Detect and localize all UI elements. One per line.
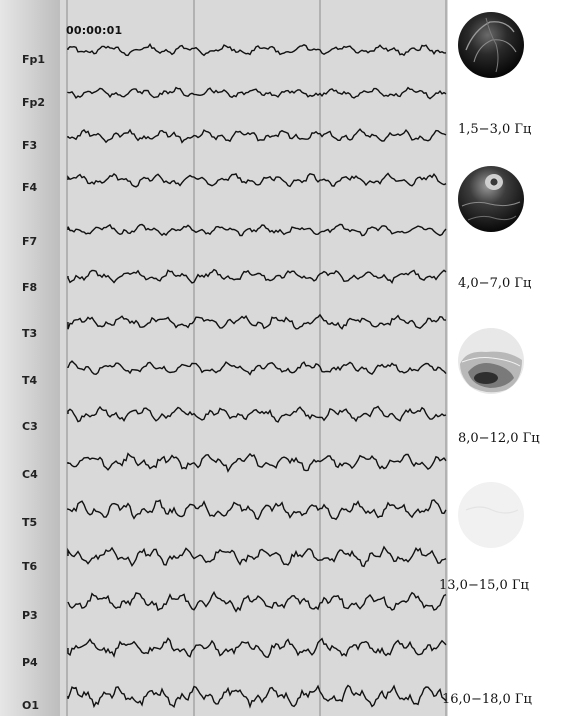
topomap-alpha xyxy=(458,328,524,394)
eeg-trace-c3 xyxy=(67,405,447,423)
band-label-delta: 1,5−3,0 Гц xyxy=(458,122,532,137)
channel-label-f4: F4 xyxy=(22,181,38,194)
channel-label-t5: T5 xyxy=(22,516,38,529)
eeg-trace-p4 xyxy=(67,637,447,658)
band-label-alpha: 8,0−12,0 Гц xyxy=(458,431,540,446)
eeg-trace-f3 xyxy=(67,128,447,144)
channel-label-p4: P4 xyxy=(22,656,38,669)
eeg-trace-fp2 xyxy=(67,86,447,100)
eeg-trace-t6 xyxy=(67,545,447,568)
eeg-trace-fp1 xyxy=(67,42,446,57)
channel-label-t3: T3 xyxy=(22,327,38,340)
channel-label-fp1: Fp1 xyxy=(22,53,46,66)
topomap-beta1 xyxy=(458,482,524,548)
eeg-trace-p3 xyxy=(67,590,447,613)
eeg-trace-c4 xyxy=(67,452,447,473)
channel-label-c3: C3 xyxy=(22,420,38,433)
channel-label-f7: F7 xyxy=(22,235,38,248)
eeg-trace-t3 xyxy=(67,313,447,330)
topomap-delta xyxy=(458,12,524,78)
topography-panel: 1,5−3,0 Гц 4,0−7,0 Гц 8,0−12,0 Гц 13,0−1… xyxy=(439,0,566,716)
eeg-trace-t4 xyxy=(67,360,447,376)
channel-label-t6: T6 xyxy=(22,560,38,573)
eeg-trace-t5 xyxy=(67,499,447,521)
channel-label-c4: C4 xyxy=(22,468,38,481)
channel-label-t4: T4 xyxy=(22,374,38,387)
eeg-trace-f4 xyxy=(67,172,447,188)
band-label-beta2: 16,0−18,0 Гц xyxy=(442,692,532,707)
channel-label-p3: P3 xyxy=(22,609,38,622)
eeg-trace-panel: Fp1 Fp2 F3 F4 F7 F8 T3 T4 C3 C4 T5 T6 P3… xyxy=(0,0,448,716)
eeg-trace-f8 xyxy=(67,268,447,284)
topomap-theta xyxy=(458,166,524,232)
eeg-trace-canvas xyxy=(66,0,447,716)
channel-label-fp2: Fp2 xyxy=(22,96,46,109)
channel-label-o1: O1 xyxy=(22,699,40,712)
band-label-theta: 4,0−7,0 Гц xyxy=(458,276,532,291)
eeg-traces-group xyxy=(67,42,447,709)
eeg-trace-f7 xyxy=(67,223,447,237)
channel-label-f8: F8 xyxy=(22,281,38,294)
timestamp-readout: 00:00:01 xyxy=(66,24,123,37)
channel-label-f3: F3 xyxy=(22,139,38,152)
band-label-beta1: 13,0−15,0 Гц xyxy=(439,578,529,593)
channel-label-column: Fp1 Fp2 F3 F4 F7 F8 T3 T4 C3 C4 T5 T6 P3… xyxy=(0,0,60,716)
eeg-trace-o1 xyxy=(67,684,447,709)
